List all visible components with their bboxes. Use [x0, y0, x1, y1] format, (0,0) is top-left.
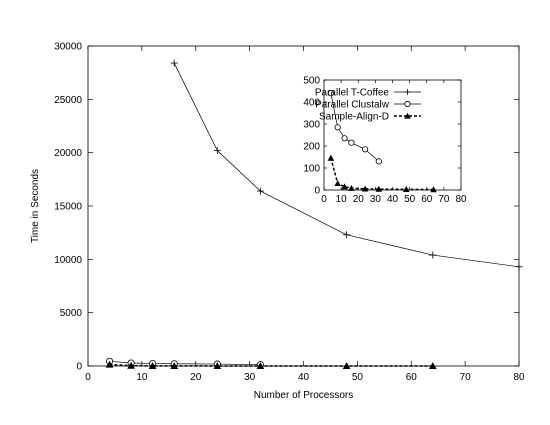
- main-y-tick-label: 25000: [54, 95, 82, 106]
- main-data-point-2: [127, 361, 135, 369]
- main-y-tick-label: 20000: [54, 148, 82, 159]
- inset-x-tick-label: 30: [370, 194, 382, 205]
- main-series: [105, 59, 523, 370]
- main-y-tick-label: 30000: [54, 42, 82, 53]
- inset-y-tick-label: 0: [314, 186, 320, 197]
- main-data-point-2: [105, 360, 114, 368]
- inset-data-point-1: [375, 158, 382, 165]
- inset-x-tick-label: 20: [353, 194, 365, 205]
- main-data-point-2: [170, 362, 179, 369]
- inset-x-tick-label: 80: [455, 194, 467, 205]
- inset-x-tick-label: 10: [336, 194, 348, 205]
- inset-data-point-2: [348, 184, 355, 191]
- main-y-tick-label: 15000: [54, 202, 82, 213]
- inset-x-tick-label: 40: [387, 194, 399, 205]
- inset-chart: 0 10 20 30 40 50 60 70 80 0 100 200 300 400 500 Parall…: [303, 76, 467, 206]
- main-y-tick-label: 5000: [60, 308, 83, 319]
- inset-data-point-2: [341, 183, 348, 190]
- inset-series: [327, 90, 437, 193]
- legend-label: Sample-Align-D: [319, 112, 389, 123]
- inset-x-tick-label: 60: [421, 194, 433, 205]
- main-x-tick-label: 60: [406, 372, 418, 383]
- inset-y-tick-label: 300: [303, 120, 320, 131]
- main-data-point-0: [170, 59, 178, 67]
- inset-x-tick-label: 50: [404, 194, 416, 205]
- main-data-point-0: [515, 263, 523, 271]
- main-x-tick-label: 40: [298, 372, 310, 383]
- y-axis-label: Time in Seconds: [30, 169, 41, 243]
- main-data-point-0: [256, 187, 264, 195]
- main-data-point-0: [429, 251, 437, 259]
- inset-y-tick-label: 100: [303, 164, 320, 175]
- main-y-tick-label: 10000: [54, 255, 82, 266]
- inset-data-point-1: [348, 139, 355, 146]
- main-x-tick-label: 0: [85, 372, 91, 383]
- main-y-tick-label: 0: [76, 362, 82, 373]
- legend-marker: [404, 112, 411, 119]
- inset-x-tick-label: 70: [438, 194, 450, 205]
- inset-background: [324, 80, 461, 190]
- main-x-tick-label: 50: [352, 372, 364, 383]
- inset-data-point-1: [334, 124, 341, 131]
- inset-data-point-2: [327, 154, 335, 161]
- main-series-line-2: [109, 363, 433, 367]
- main-x-tick-label: 80: [513, 372, 525, 383]
- main-data-point-2: [213, 362, 222, 370]
- legend-label: Parallel Clustalw: [315, 100, 390, 111]
- main-data-point-2: [342, 362, 351, 370]
- legend-marker: [404, 100, 411, 108]
- main-data-point-2: [428, 362, 437, 370]
- main-x-tick-label: 30: [244, 372, 256, 383]
- legend-label: Parallel T-Coffee: [315, 88, 390, 99]
- main-data-point-2: [256, 362, 265, 370]
- main-x-tick-label: 70: [460, 372, 472, 383]
- main-data-point-2: [148, 362, 157, 369]
- inset-data-point-2: [430, 186, 437, 193]
- inset-data-point-1: [341, 135, 348, 142]
- inset-data-point-1: [327, 90, 334, 97]
- inset-data-point-2: [334, 180, 341, 187]
- main-data-point-0: [213, 147, 221, 155]
- inset-data-point-2: [402, 186, 410, 192]
- x-axis-label: Number of Processors: [254, 390, 353, 401]
- inset-x-tick-label: 0: [321, 194, 327, 205]
- inset-data-point-2: [361, 185, 369, 192]
- inset-axes: 0 10 20 30 40 50 60 70 80 0 100 200 300 400 500: [303, 76, 467, 206]
- inset-y-tick-label: 500: [303, 76, 320, 87]
- main-series-line-1: [109, 360, 261, 365]
- legend-marker: [404, 89, 411, 95]
- inset-data-point-1: [361, 146, 369, 153]
- inset-data-point-2: [375, 185, 383, 192]
- inset-y-tick-label: 200: [303, 142, 320, 153]
- main-x-tick-label: 20: [190, 372, 202, 383]
- main-axes: 0 10 20 30 40 50 60 70 8005000100001500020000250…: [54, 42, 525, 384]
- main-series-line-0: [173, 62, 520, 268]
- main-data-point-0: [343, 231, 351, 239]
- main-x-tick-label: 10: [136, 372, 148, 383]
- inset-y-tick-label: 400: [303, 98, 320, 109]
